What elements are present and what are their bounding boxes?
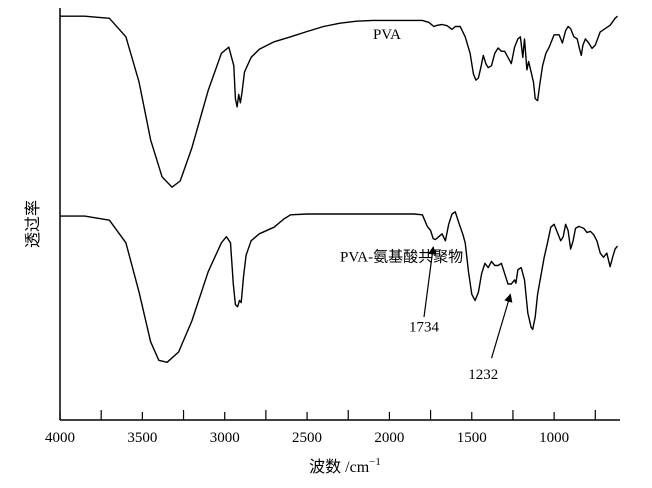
annotation-label-2: PVA-氨基酸共聚物 [340,248,463,265]
x-tick-label: 3500 [127,430,157,446]
series-line-2 [60,211,619,363]
x-tick-label: 4000 [45,430,75,446]
x-tick-label: 1500 [457,430,487,446]
y-axis-label: 透过率 [24,200,42,248]
x-ticks [59,410,596,420]
series-line-1 [60,15,618,188]
x-axis-label-text: 波数 /cm [309,458,370,476]
annotation-arrow-4 [490,293,513,359]
annotations: PVA PVA-氨基酸共聚物 1734 1232 [340,27,513,383]
annotation-label-3: 1734 [409,319,440,335]
annotation-arrow-3 [423,246,437,318]
x-tick-label: 2000 [374,430,404,446]
annotation-label-1: PVA [373,27,401,43]
x-axis-label-superscript: −1 [369,456,381,468]
x-axis-label: 波数 /cm−1 [309,456,381,476]
series-lines [60,15,619,363]
x-tick-label: 1000 [539,430,569,446]
annotation-label-4: 1232 [468,367,498,383]
x-tick-label: 3000 [210,430,240,446]
axes [59,8,620,421]
x-tick-label: 2500 [292,430,322,446]
x-tick-labels: 4000 3500 3000 2500 2000 1500 1000 [45,430,569,446]
